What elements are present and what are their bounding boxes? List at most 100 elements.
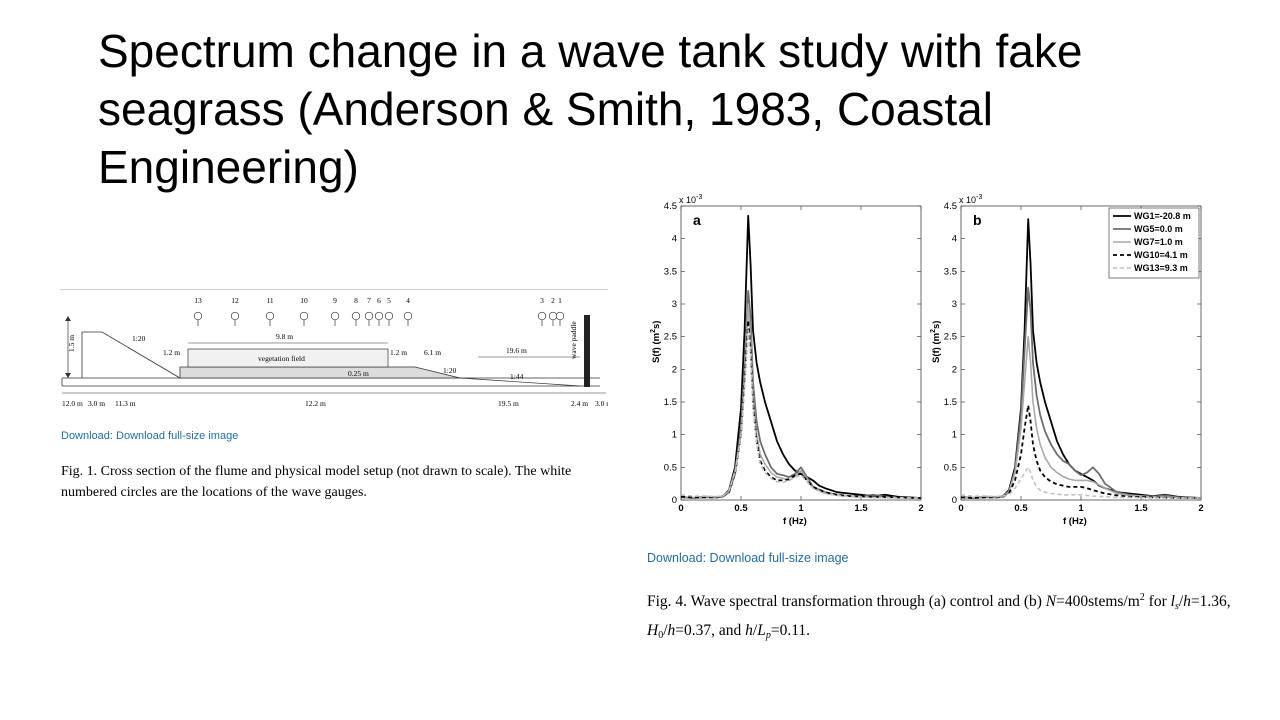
series-line-4	[960, 404, 1201, 499]
left-slope-outline	[81, 331, 181, 379]
x-tick-label: 1	[798, 503, 804, 514]
gauge-circle-7	[364, 311, 374, 321]
gauge-number-9: 9	[333, 296, 337, 305]
series-line-4	[680, 319, 922, 499]
y-tick-label: 4.5	[944, 201, 957, 212]
gauge-circle-8	[351, 311, 361, 321]
y-tick-label: 3.5	[944, 266, 957, 277]
legend-entry: WG13=9.3 m	[1134, 263, 1188, 273]
slide-title: Spectrum change in a wave tank study wit…	[98, 25, 1083, 193]
y-axis-label: S(f) (m2s)	[930, 321, 942, 363]
x-tick-label: 2	[1198, 503, 1203, 514]
panel-label: a	[693, 212, 701, 228]
x-tick-label: 1	[1078, 503, 1084, 514]
bottom-dim-label: 3.0 m	[88, 399, 105, 408]
legend-entry: WG7=1.0 m	[1134, 237, 1183, 247]
veg-length-label: 9.8 m	[276, 332, 293, 341]
gauge-circle-9	[330, 311, 340, 321]
legend-entry: WG1=-20.8 m	[1134, 211, 1191, 221]
x-tick-label: 1.5	[1134, 503, 1148, 514]
fig4-download-link[interactable]: Download: Download full-size image	[647, 551, 849, 565]
gauge-number-2: 2	[551, 296, 555, 305]
y-tick-label: 1.5	[944, 397, 957, 408]
right-slope	[459, 377, 581, 387]
exponent-label: x 10-3	[679, 194, 702, 205]
fig1-caption: Fig. 1. Cross section of the flume and p…	[61, 464, 572, 500]
gauge-number-1: 1	[558, 296, 562, 305]
y-tick-label: 2	[672, 364, 677, 375]
plot-frame	[680, 205, 922, 501]
y-tick-label: 2.5	[944, 332, 957, 343]
fig1-download-link[interactable]: Download: Download full-size image	[61, 430, 239, 442]
gauge-number-11: 11	[266, 296, 273, 305]
gauge-number-8: 8	[354, 296, 358, 305]
legend-box	[1108, 207, 1200, 279]
gauge-number-7: 7	[367, 296, 371, 305]
y-tick-label: 3.5	[664, 266, 677, 277]
series-line-5	[960, 466, 1201, 499]
bottom-dim-label: 2.4 m	[571, 399, 588, 408]
x-axis-label: f (Hz)	[1063, 516, 1087, 527]
gap-right-label: 1.2 m	[390, 348, 407, 357]
gap-left-label: 1.2 m	[163, 348, 180, 357]
series-line-3	[960, 335, 1202, 499]
gauge-circle-3	[537, 311, 547, 321]
gauge-number-10: 10	[300, 296, 308, 305]
x-tick-label: 2	[918, 503, 923, 514]
y-tick-label: 1	[672, 430, 677, 441]
y-axis-label: S(f) (m2s)	[650, 321, 662, 363]
legend-entry: WG10=4.1 m	[1134, 250, 1188, 260]
y-tick-label: 0.5	[944, 462, 957, 473]
bottom-dim-label: 12.0 m	[62, 399, 83, 408]
y-tick-label: 1.5	[664, 397, 677, 408]
y-tick-label: 4	[672, 234, 677, 245]
x-tick-label: 0.5	[734, 503, 748, 514]
x-tick-label: 0	[678, 503, 683, 514]
y-tick-label: 3	[952, 299, 957, 310]
bottom-dimensions: 12.0 m 3.0 m 11.3 m 12.2 m 19.5 m 2.4 m 3.0 m	[62, 399, 608, 408]
slope-left-label: 1:20	[132, 334, 146, 343]
spectra-figure: 0 0.5 1 1.5 2 2.5 3 3.5 4 4.5 0 0.5 1 1.5 2 x 10-3 a f (H…	[648, 190, 1268, 535]
height-label: 1.5 m	[67, 335, 76, 352]
x-axis-label: f (Hz)	[783, 516, 807, 527]
panel-label: b	[973, 212, 982, 228]
y-tick-label: 2.5	[664, 332, 677, 343]
y-tick-label: 1	[952, 430, 957, 441]
gauge-number-3: 3	[540, 296, 544, 305]
bottom-dim-label: 3.0 m	[595, 399, 608, 408]
wave-paddle	[584, 315, 590, 387]
slope-right-label: 1:20	[443, 366, 457, 375]
gauge-number-6: 6	[377, 296, 381, 305]
gauge-number-13: 13	[194, 296, 202, 305]
spectrum-panel-b: 0 0.5 1 1.5 2 2.5 3 3.5 4 4.5 0 0.5 1 1.5 2 x 10-3 b f (H…	[930, 194, 1204, 527]
gauge-number-4: 4	[406, 296, 410, 305]
fig4-caption: Fig. 4. Wave spectral transformation thr…	[647, 592, 1231, 641]
paddle-label: wave paddle	[569, 321, 578, 359]
gauge-number-12: 12	[231, 296, 239, 305]
exponent-label: x 10-3	[959, 194, 982, 205]
gauge-circle-10	[299, 311, 309, 321]
gauge-circle-12	[230, 311, 240, 321]
gauge-circle-1	[555, 311, 565, 321]
y-tick-label: 0	[672, 495, 677, 506]
y-tick-label: 0	[952, 495, 957, 506]
vegetation-platform	[179, 366, 461, 379]
gauge-circle-6	[374, 311, 384, 321]
gauge-circle-2	[548, 311, 558, 321]
gauge-circle-5	[384, 311, 394, 321]
spectrum-panel-a: 0 0.5 1 1.5 2 2.5 3 3.5 4 4.5 0 0.5 1 1.5 2 x 10-3 a f (H…	[650, 194, 924, 527]
x-tick-label: 0	[958, 503, 963, 514]
vegetation-field-box	[187, 348, 389, 368]
dist-61-label: 6.1 m	[424, 348, 441, 357]
dist-196-label: 19.6 m	[506, 346, 527, 355]
bottom-dim-label: 12.2 m	[305, 399, 326, 408]
x-tick-label: 1.5	[854, 503, 868, 514]
bottom-dim-label: 19.5 m	[498, 399, 519, 408]
gauge-circle-11	[265, 311, 275, 321]
y-tick-label: 2	[952, 364, 957, 375]
flume-diagram: 13 12 11 10 9 8 7 6 5 4 3 2 1 1.5 m 1:20 1.2 m 9.8 m…	[60, 289, 608, 414]
wave-gauges: 13 12 11 10 9 8 7 6 5 4 3 2 1	[193, 296, 565, 326]
gauge-circle-13	[193, 311, 203, 321]
y-tick-label: 4	[952, 234, 957, 245]
veg-field-label: vegetation field	[258, 354, 305, 363]
